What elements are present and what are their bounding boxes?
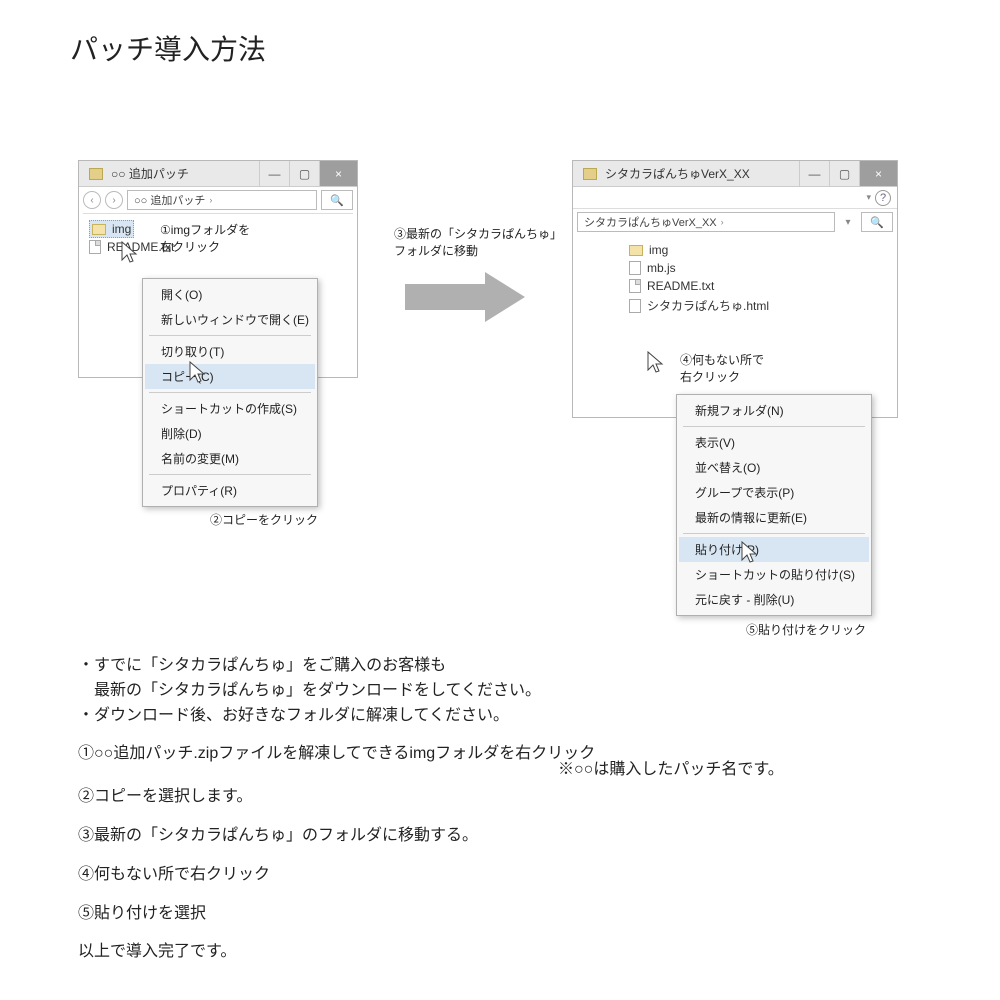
context-menu-target: 新規フォルダ(N) 表示(V) 並べ替え(O) グループで表示(P) 最新の情報…: [676, 394, 872, 616]
instr-line: ⑤貼り付けを選択: [78, 902, 948, 927]
annot-4: ④何もない所で 右クリック: [680, 352, 764, 386]
dropdown-icon[interactable]: ▾: [839, 217, 857, 228]
folder-img[interactable]: img: [629, 241, 887, 259]
file-mbjs[interactable]: mb.js: [629, 259, 887, 277]
annot-text: ⑤貼り付けをクリック: [746, 623, 866, 637]
window-title: シタカラぱんちゅVerX_XX: [605, 165, 799, 182]
file-readme[interactable]: README.txt: [629, 277, 887, 295]
cursor-icon: [740, 540, 760, 566]
chevron-icon: ›: [721, 217, 724, 227]
file-icon: [89, 240, 101, 254]
folder-icon: [92, 224, 106, 235]
annot-5: ⑤貼り付けをクリック: [746, 622, 866, 639]
menu-rename[interactable]: 名前の変更(M): [145, 446, 315, 471]
file-html[interactable]: シタカラぱんちゅ.html: [629, 295, 887, 316]
annot-text: フォルダに移動: [394, 244, 478, 258]
menu-new-folder[interactable]: 新規フォルダ(N): [679, 398, 869, 423]
menu-shortcut[interactable]: ショートカットの作成(S): [145, 396, 315, 421]
annot-text: 右クリック: [160, 240, 220, 254]
address-bar: ‹ › ○○ 追加パッチ › 🔍: [79, 187, 357, 213]
folder-icon: [629, 245, 643, 256]
chevron-icon: ›: [209, 195, 212, 205]
context-menu-source: 開く(O) 新しいウィンドウで開く(E) 切り取り(T) コピー(C) ショート…: [142, 278, 318, 507]
chevron-down-icon[interactable]: ▾: [866, 192, 871, 203]
close-button[interactable]: ×: [319, 161, 357, 186]
instr-line: 最新の「シタカラぱんちゅ」をダウンロードをしてください。: [78, 679, 948, 704]
annot-text: ③最新の「シタカラぱんちゅ」: [394, 227, 562, 241]
address-field[interactable]: シタカラぱんちゅVerX_XX ›: [577, 212, 835, 232]
instr-line: ③最新の「シタカラぱんちゅ」のフォルダに移動する。: [78, 824, 948, 849]
menu-delete[interactable]: 削除(D): [145, 421, 315, 446]
instr-line: ②コピーを選択します。: [78, 785, 948, 810]
instructions: ・すでに「シタカラぱんちゅ」をご購入のお客様も 最新の「シタカラぱんちゅ」をダウ…: [78, 654, 948, 975]
folder-icon: [89, 168, 103, 180]
address-text: ○○ 追加パッチ: [134, 192, 205, 208]
menu-paste[interactable]: 貼り付け(P): [679, 537, 869, 562]
instr-line: ④何もない所で右クリック: [78, 863, 948, 888]
cursor-icon: [646, 350, 666, 376]
folder-icon: [583, 168, 597, 180]
annot-text: ①imgフォルダを: [160, 223, 250, 237]
maximize-button[interactable]: ▢: [289, 161, 319, 186]
menu-property[interactable]: プロパティ(R): [145, 478, 315, 503]
annot-1: ①imgフォルダを 右クリック: [160, 222, 250, 256]
menu-undo[interactable]: 元に戻す - 削除(U): [679, 587, 869, 612]
folder-img[interactable]: img: [89, 220, 134, 238]
file-label: シタカラぱんちゅ.html: [647, 297, 769, 314]
search-box[interactable]: 🔍: [321, 190, 353, 210]
annot-2: ②コピーをクリック: [210, 512, 318, 529]
file-pane: img mb.js README.txt シタカラぱんちゅ.html: [573, 235, 897, 322]
menu-copy[interactable]: コピー(C): [145, 364, 315, 389]
annot-text: 右クリック: [680, 370, 740, 384]
file-label: img: [649, 243, 668, 257]
menu-view[interactable]: 表示(V): [679, 430, 869, 455]
instr-line: ・すでに「シタカラぱんちゅ」をご購入のお客様も: [78, 654, 948, 679]
file-label: README.txt: [647, 279, 714, 293]
menu-paste-shortcut[interactable]: ショートカットの貼り付け(S): [679, 562, 869, 587]
fwd-button[interactable]: ›: [105, 191, 123, 209]
window-title: ○○ 追加パッチ: [111, 165, 259, 182]
search-box[interactable]: 🔍: [861, 212, 893, 232]
menu-sort[interactable]: 並べ替え(O): [679, 455, 869, 480]
arrow-icon: [405, 272, 525, 322]
menu-open-new[interactable]: 新しいウィンドウで開く(E): [145, 307, 315, 332]
file-icon: [629, 279, 641, 293]
annot-3: ③最新の「シタカラぱんちゅ」 フォルダに移動: [394, 226, 562, 260]
minimize-button[interactable]: —: [799, 161, 829, 186]
back-button[interactable]: ‹: [83, 191, 101, 209]
cursor-icon: [188, 360, 208, 386]
address-text: シタカラぱんちゅVerX_XX: [584, 214, 717, 230]
menu-refresh[interactable]: 最新の情報に更新(E): [679, 505, 869, 530]
file-label: img: [112, 222, 131, 236]
close-button[interactable]: ×: [859, 161, 897, 186]
page-title: パッチ導入方法: [70, 28, 266, 68]
titlebar: ○○ 追加パッチ — ▢ ×: [79, 161, 357, 187]
annot-text: ②コピーをクリック: [210, 513, 318, 527]
address-bar: シタカラぱんちゅVerX_XX › ▾ 🔍: [573, 209, 897, 235]
annot-text: ④何もない所で: [680, 353, 764, 367]
instr-note: ※○○は購入したパッチ名です。: [558, 758, 784, 783]
instr-line: ・ダウンロード後、お好きなフォルダに解凍してください。: [78, 704, 948, 729]
maximize-button[interactable]: ▢: [829, 161, 859, 186]
instr-line: 以上で導入完了です。: [78, 940, 948, 965]
js-icon: [629, 261, 641, 275]
minimize-button[interactable]: —: [259, 161, 289, 186]
address-field[interactable]: ○○ 追加パッチ ›: [127, 190, 317, 210]
menu-cut[interactable]: 切り取り(T): [145, 339, 315, 364]
titlebar: シタカラぱんちゅVerX_XX — ▢ ×: [573, 161, 897, 187]
instr-line: ①○○追加パッチ.zipファイルを解凍してできるimgフォルダを右クリック: [78, 742, 948, 767]
cursor-icon: [120, 240, 140, 266]
help-icon[interactable]: ?: [875, 190, 891, 206]
file-label: mb.js: [647, 261, 676, 275]
menu-open[interactable]: 開く(O): [145, 282, 315, 307]
menu-group[interactable]: グループで表示(P): [679, 480, 869, 505]
html-icon: [629, 299, 641, 313]
